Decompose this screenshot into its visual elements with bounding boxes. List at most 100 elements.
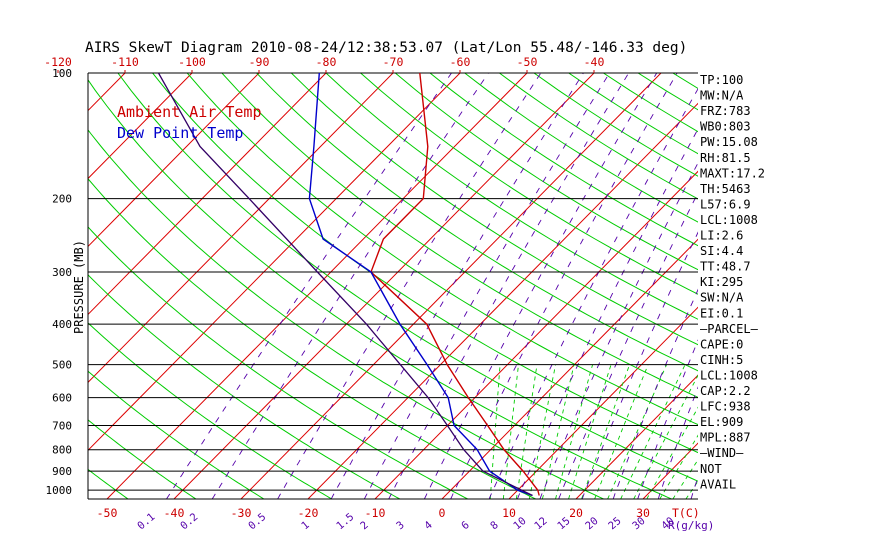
mixing-ratio-line: [363, 73, 610, 499]
mixing-ratio-label: 1: [299, 519, 312, 532]
isotherm-line: [307, 102, 698, 499]
dry-adiabat-line: [88, 468, 129, 499]
pressure-tick-label: 100: [52, 67, 72, 80]
isotherm-line: [575, 374, 698, 499]
pressure-tick-label: 200: [52, 193, 72, 206]
moist-adiabat-line: [646, 406, 698, 499]
top-tick-label: -100: [178, 55, 206, 69]
dry-adiabat-line: [221, 73, 698, 398]
pressure-tick-label: 300: [52, 266, 72, 279]
top-tick-label: -50: [517, 55, 538, 69]
pressure-tick-label: 600: [52, 392, 72, 405]
mixing-ratio-line: [423, 73, 658, 499]
legend-dewpoint: Dew Point Temp: [117, 124, 243, 142]
dry-adiabat-line: [394, 73, 698, 271]
index-row: LI:2.6: [700, 229, 743, 243]
dry-adiabat-line: [88, 419, 197, 499]
isotherm-line: [88, 73, 461, 452]
pressure-tick-label: 400: [52, 318, 72, 331]
index-row: LCL:1008: [700, 213, 758, 227]
index-row: PW:15.08: [700, 135, 758, 149]
isobar-lines: 100 200 300 400 500 600 700 800 900 1000: [46, 67, 698, 500]
grid-lines: [0, 73, 870, 499]
dry-adiabat-line: [290, 73, 698, 346]
mixing-ratio-label: 20: [583, 515, 600, 532]
dry-adiabat-line: [360, 73, 698, 295]
index-row: TP:100: [700, 73, 743, 87]
index-row: —WIND—: [700, 446, 744, 460]
dewpoint-trace: [308, 73, 533, 497]
moist-adiabat-line: [568, 364, 612, 499]
isotherm-line: [0, 73, 58, 499]
moist-adiabat-line: [633, 374, 698, 499]
bottom-tick-label: -10: [365, 506, 386, 520]
index-row: CAP:2.2: [700, 384, 751, 398]
isotherm-line: [173, 73, 595, 499]
bottom-axis-unit: T(C): [672, 506, 700, 520]
dry-adiabat-line: [256, 73, 698, 372]
dry-adiabat-line: [88, 322, 333, 499]
index-row: —PARCEL—: [700, 322, 759, 336]
bottom-tick-label: -30: [231, 506, 252, 520]
mixing-ratio-label: 3: [394, 519, 407, 532]
index-row: WB0:803: [700, 120, 751, 134]
pressure-tick-label: 800: [52, 444, 72, 457]
index-row: EL:909: [700, 415, 743, 429]
index-row: TT:48.7: [700, 260, 751, 274]
index-row: LCL:1008: [700, 368, 758, 382]
mixing-ratio-label: 25: [606, 515, 623, 532]
dry-adiabat-line: [117, 73, 698, 482]
y-axis-title: PRESSURE (MB): [72, 240, 86, 334]
bottom-tick-label: -20: [298, 506, 319, 520]
index-row: MW:N/A: [700, 89, 744, 103]
bottom-tick-label: 0: [439, 506, 446, 520]
moist-adiabat-line: [555, 364, 594, 499]
dry-adiabat-line: [88, 177, 536, 499]
bottom-tick-label: 10: [502, 506, 516, 520]
index-row: CAPE:0: [700, 337, 743, 351]
dry-adiabat-line: [429, 73, 698, 247]
index-row: MAXT:17.2: [700, 166, 765, 180]
index-row: CINH:5: [700, 353, 743, 367]
mixing-ratio-line: [581, 231, 698, 499]
dry-adiabat-line: [88, 370, 265, 499]
index-row: LFC:938: [700, 400, 751, 414]
ambient-temp-trace: [370, 73, 540, 496]
moist-adiabat-line: [620, 364, 686, 499]
mixing-ratio-line: [211, 73, 489, 499]
isotherm-line: [88, 73, 394, 384]
moist-adiabat-line: [528, 364, 556, 499]
top-tick-label: -120: [44, 55, 72, 69]
legend-ambient: Ambient Air Temp: [117, 103, 262, 121]
sounding-traces: [157, 73, 540, 497]
top-tick-label: -110: [111, 55, 139, 69]
index-row: AVAIL: [700, 477, 736, 491]
isotherm-line: [508, 306, 698, 499]
mixing-ratio-line: [539, 162, 698, 499]
bottom-tick-label: 20: [569, 506, 583, 520]
dry-adiabat-line: [88, 226, 468, 499]
index-row: MPL:887: [700, 431, 751, 445]
mixing-ratio-label: 4: [422, 519, 435, 532]
bottom-tick-label: 30: [636, 506, 650, 520]
pressure-tick-label: 1000: [46, 484, 73, 497]
mixing-ratio-line: [516, 128, 698, 499]
isotherm-line: [777, 73, 870, 499]
top-tick-label: -60: [450, 55, 471, 69]
index-row: L57:6.9: [700, 197, 751, 211]
index-row: KI:295: [700, 275, 743, 289]
mixing-ratio-line: [612, 288, 698, 499]
mixing-ratio-line: [388, 73, 630, 499]
moist-adiabat-line: [659, 434, 698, 499]
pressure-tick-label: 700: [52, 420, 72, 433]
moist-adiabat-line: [594, 364, 649, 499]
mixing-ratio-label: 1.5: [334, 511, 356, 532]
dry-adiabat-line: [186, 73, 698, 426]
mixing-ratio-label: 6: [459, 519, 472, 532]
index-row: RH:81.5: [700, 151, 751, 165]
isotherm-line: [88, 73, 327, 316]
dry-adiabat-line: [88, 274, 401, 499]
isotherm-line: [106, 73, 528, 499]
